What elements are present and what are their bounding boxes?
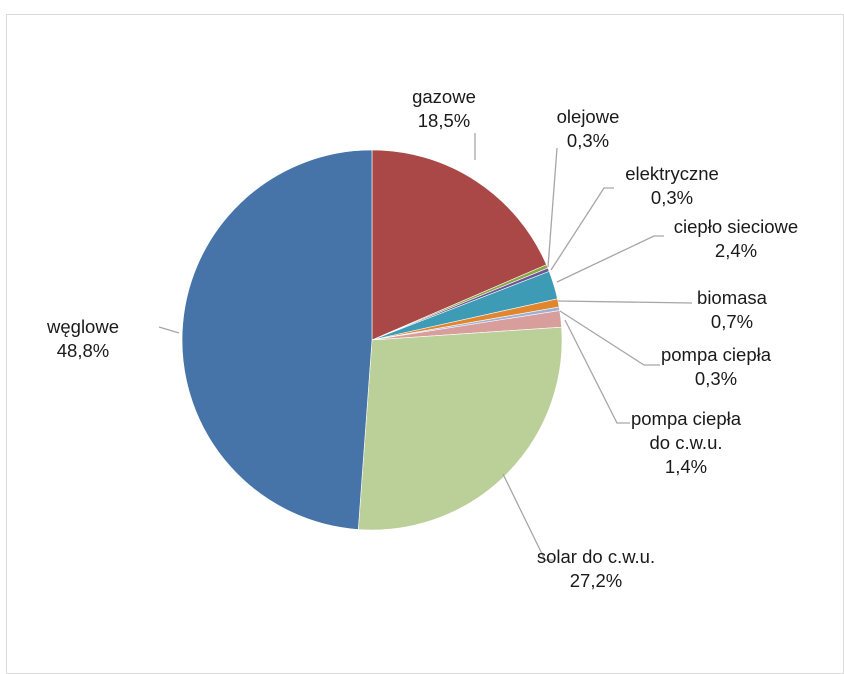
data-label-biomasa: biomasa 0,7% xyxy=(697,287,768,332)
leader-line-pompa-ciepla xyxy=(559,310,660,366)
leader-line-elektryczne xyxy=(550,187,614,271)
leader-line-weglowe xyxy=(158,326,180,334)
pie-slice-solar-do-c-w-u xyxy=(357,326,563,531)
leader-line-pompa-ciepla-do-c-w-u xyxy=(564,319,630,424)
data-label-gazowe: gazowe 18,5% xyxy=(412,86,476,131)
data-label-solar-do-c-w-u: solar do c.w.u. 27,2% xyxy=(537,546,655,591)
pie-slice-weglowe xyxy=(181,149,373,530)
data-label-weglowe: węglowe 48,8% xyxy=(46,316,119,361)
data-label-olejowe: olejowe 0,3% xyxy=(557,106,620,151)
leader-line-olejowe xyxy=(547,147,558,268)
data-label-elektryczne: elektryczne 0,3% xyxy=(625,163,719,208)
pie-slice-gazowe xyxy=(371,149,547,341)
data-label-pompa-ciepla-do-c-w-u: pompa ciepła do c.w.u. 1,4% xyxy=(631,408,742,477)
data-label-pompa-ciepla: pompa ciepła 0,3% xyxy=(661,344,772,389)
leader-line-biomasa xyxy=(557,300,693,304)
leader-line-cieplo-sieciowe xyxy=(556,235,664,283)
data-label-cieplo-sieciowe: ciepło sieciowe 2,4% xyxy=(674,216,798,261)
leader-line-solar-do-c-w-u xyxy=(502,473,553,561)
